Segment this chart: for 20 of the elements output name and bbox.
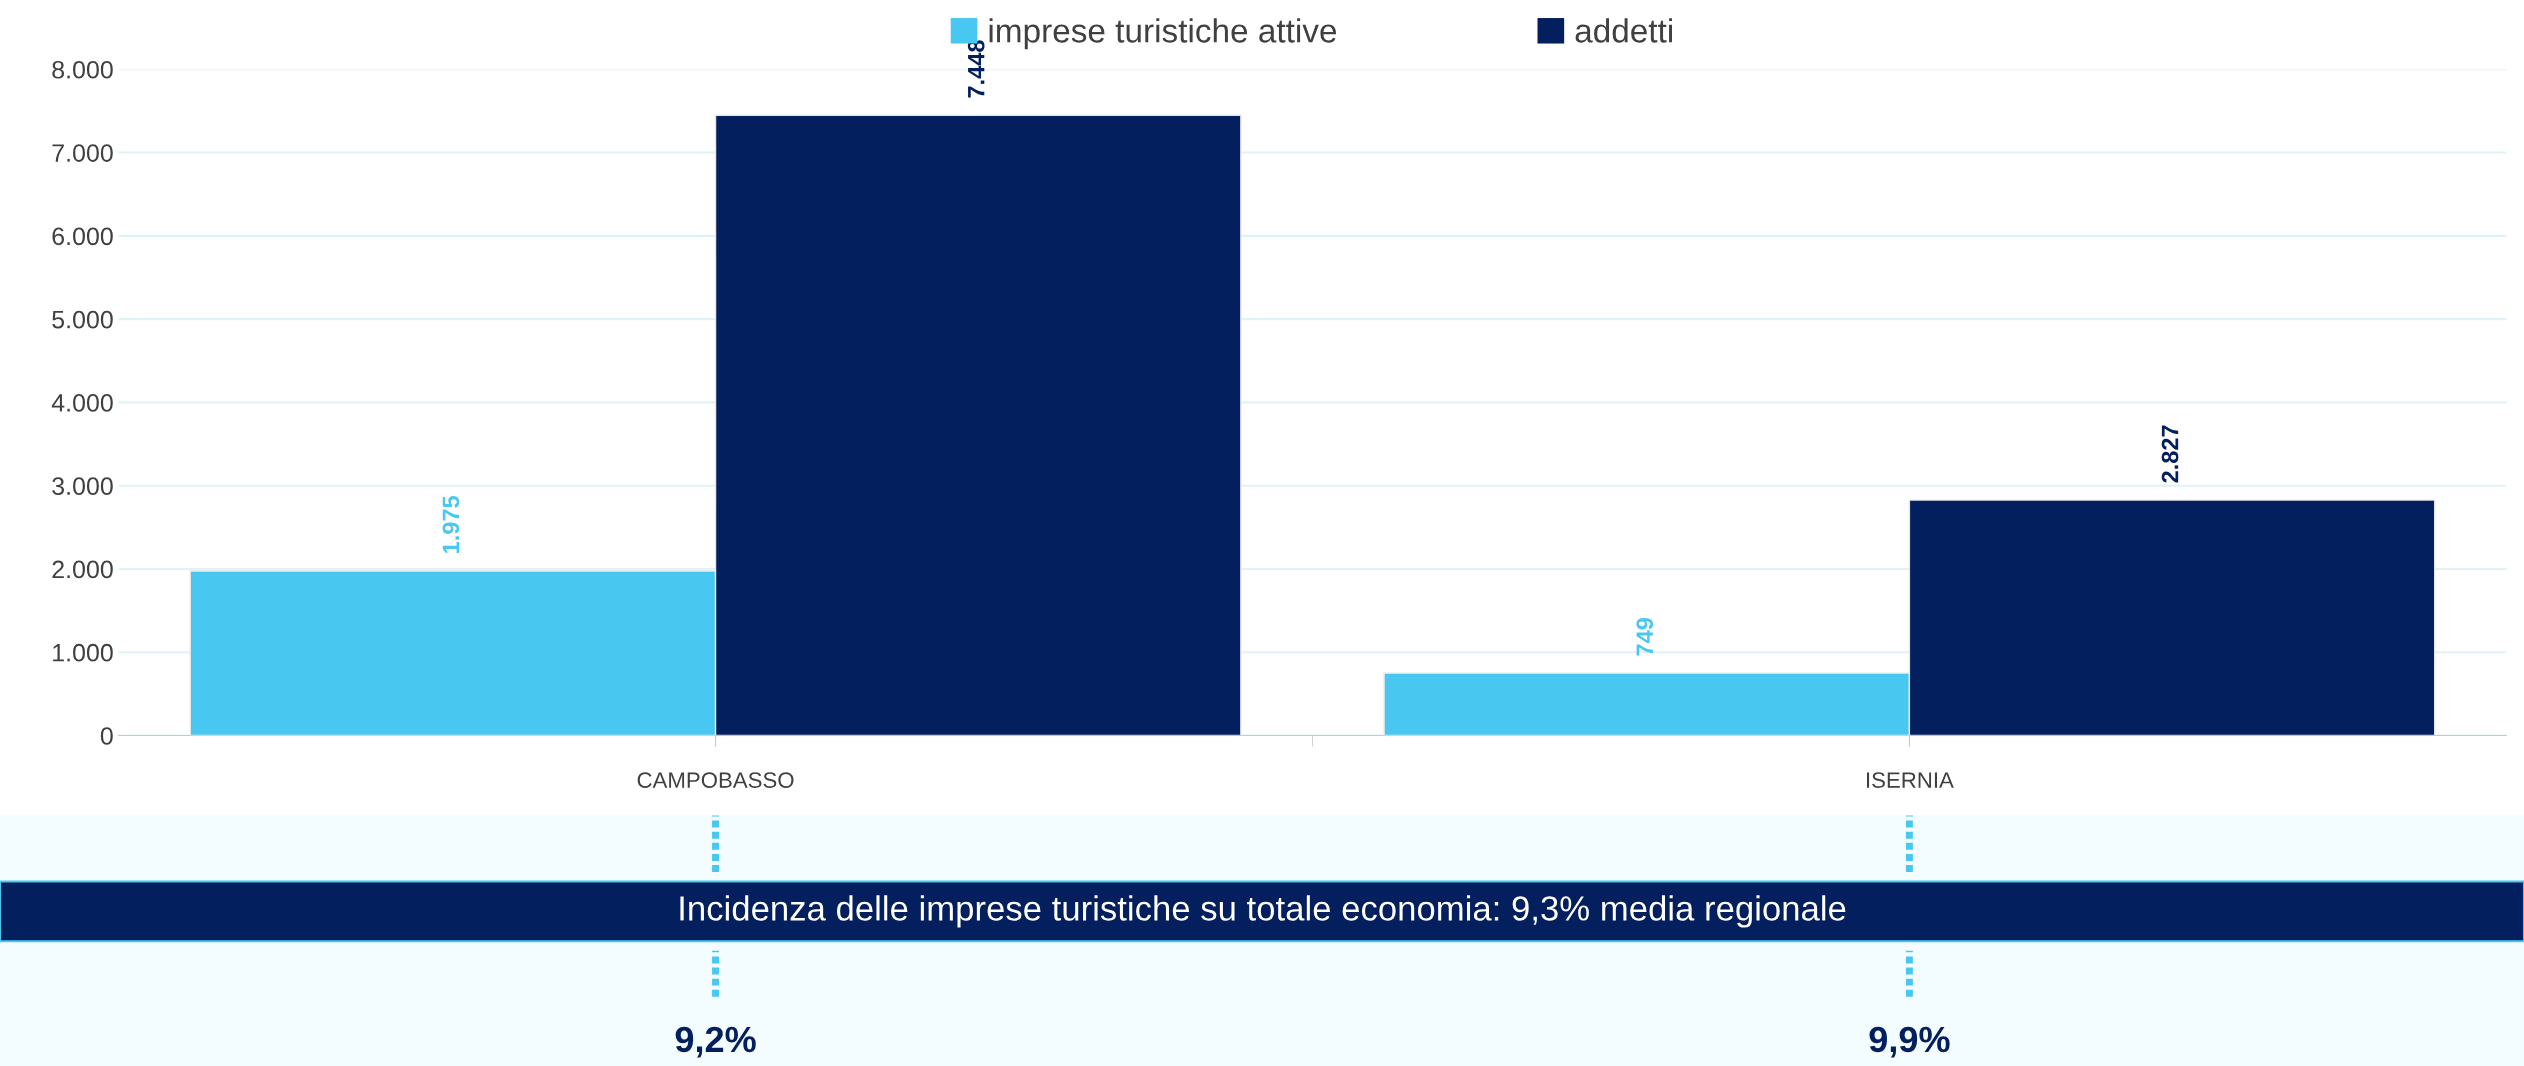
data-label: 749 [1636,617,1654,656]
x-tick-label: CAMPOBASSO [637,772,794,788]
text: 9,9% [1869,1026,1950,1058]
y-tick-label: 0 [100,727,113,745]
text: Incidenza delle imprese turistiche su totale economia: 9,3% media regionale [680,895,1846,928]
y-tick-label: 7.000 [52,144,113,162]
legend-label: imprese turistiche attive [989,18,1337,50]
data-label: 1.975 [442,495,460,553]
text: 9,2% [675,1026,756,1058]
y-tick-label: 3.000 [52,477,113,495]
data-label: 2.827 [2161,425,2179,483]
y-tick-label: 6.000 [52,227,113,246]
y-tick-label: 5.000 [52,310,113,329]
x-tick-label: ISERNIA [1867,772,1954,788]
y-tick-label: 1.000 [53,643,113,662]
y-tick-label: 8.000 [52,60,113,79]
legend-label: addetti [1575,18,1672,43]
y-tick-label: 4.000 [51,394,113,412]
data-label: 7.448 [967,40,985,98]
y-tick-label: 2.000 [52,560,113,579]
